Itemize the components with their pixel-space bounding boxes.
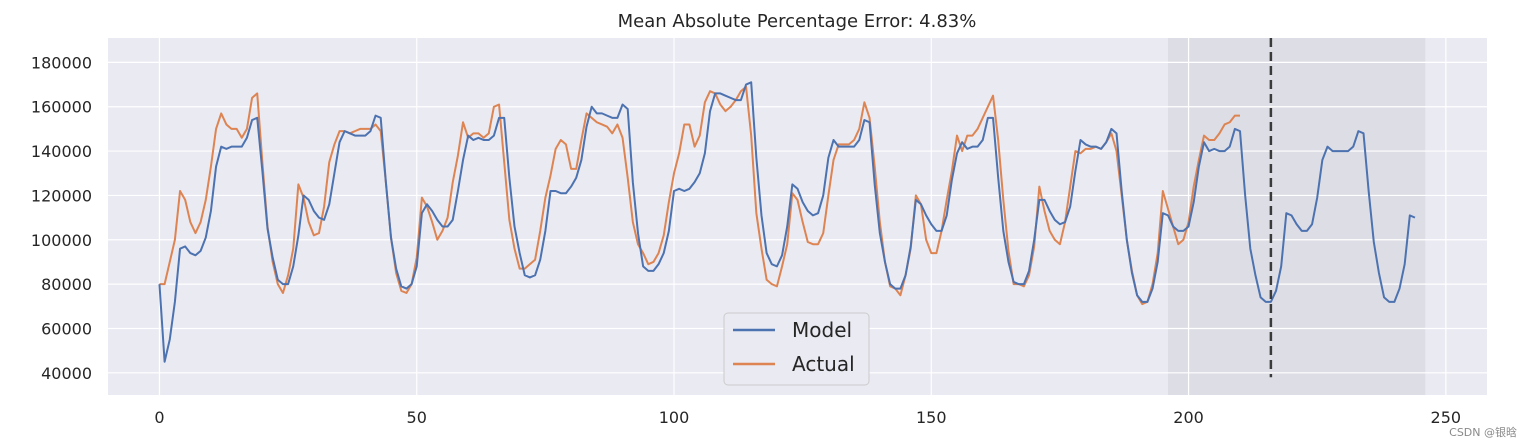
y-tick-label: 120000 — [31, 186, 92, 205]
watermark: CSDN @银晗 — [1449, 426, 1517, 439]
y-tick-label: 160000 — [31, 98, 92, 117]
y-tick-label: 140000 — [31, 142, 92, 161]
series-line-actual — [159, 85, 1241, 306]
y-axis-ticks: 40000 60000 80000 100000 120000 140000 160000 1… — [31, 53, 92, 382]
series-line-model — [158, 81, 1416, 363]
legend: Model Actual — [723, 312, 870, 386]
x-tick-label: 250 — [1431, 408, 1462, 427]
x-tick-label: 0 — [154, 408, 164, 427]
y-tick-label: 80000 — [41, 275, 92, 294]
chart-title: Mean Absolute Percentage Error: 4.83% — [618, 11, 977, 32]
y-tick-label: 60000 — [41, 319, 92, 338]
forecast-shaded-region — [1167, 38, 1426, 395]
x-tick-label: 150 — [916, 408, 947, 427]
x-axis-ticks: 0 50 100 150 200 250 — [154, 408, 1461, 427]
y-tick-label: 40000 — [41, 364, 92, 383]
x-tick-label: 200 — [1173, 408, 1204, 427]
legend-model-label: Model — [792, 318, 852, 342]
y-tick-label: 100000 — [31, 231, 92, 250]
legend-actual-label: Actual — [792, 352, 855, 376]
x-tick-label: 50 — [407, 408, 427, 427]
series-lines — [158, 81, 1416, 363]
x-tick-label: 100 — [659, 408, 690, 427]
y-tick-label: 180000 — [31, 53, 92, 72]
